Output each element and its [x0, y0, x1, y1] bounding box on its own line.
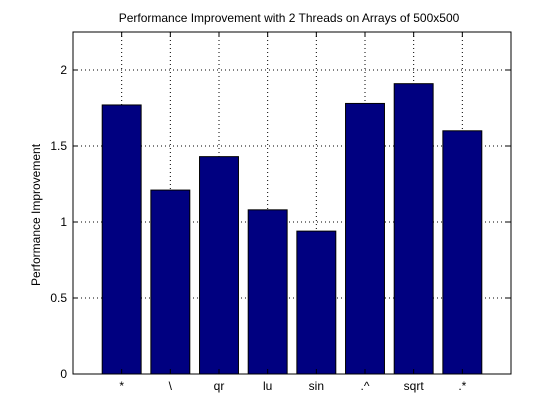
bar — [296, 230, 337, 375]
x-tick-label: \ — [169, 379, 173, 393]
bar — [345, 102, 385, 375]
x-tick-label: .* — [458, 379, 466, 393]
y-tick-label: 0.5 — [50, 291, 67, 305]
ticks-layer: 0 0.5 1 1.5 2 * \ qr lu sin .^ sqrt .* — [50, 32, 511, 393]
axes-layer — [72, 31, 512, 375]
x-tick-label: sin — [309, 379, 324, 393]
bar — [150, 189, 191, 375]
y-tick-label: 1 — [60, 215, 67, 229]
bar — [393, 83, 434, 375]
y-tick-label: 1.5 — [50, 139, 67, 153]
x-tick-label: lu — [263, 379, 272, 393]
bars-layer — [101, 83, 483, 375]
bar — [247, 209, 288, 375]
bar — [101, 104, 142, 375]
chart-title: Performance Improvement with 2 Threads o… — [119, 11, 460, 25]
x-tick-label: * — [119, 379, 124, 393]
plot-frame — [72, 31, 512, 375]
x-tick-label: .^ — [361, 379, 370, 393]
y-tick-label: 2 — [60, 63, 67, 77]
x-tick-label: qr — [214, 379, 225, 393]
y-axis-label: Performance Improvement — [29, 143, 43, 286]
y-tick-label: 0 — [60, 367, 67, 381]
bar — [199, 156, 239, 375]
bar — [442, 130, 483, 375]
x-tick-label: sqrt — [404, 379, 425, 393]
